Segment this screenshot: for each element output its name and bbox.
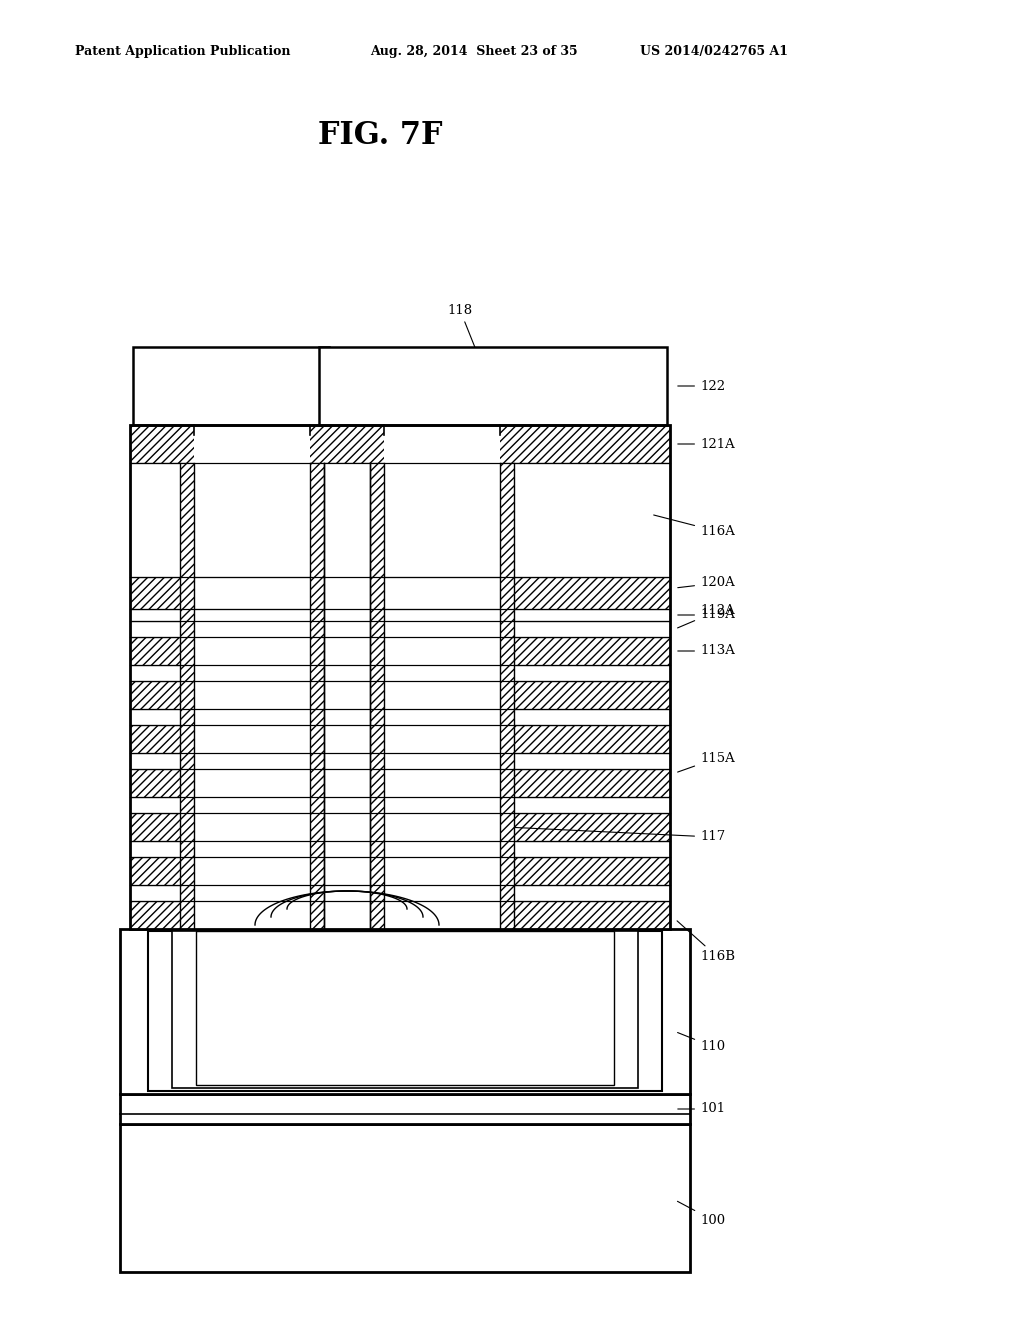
Bar <box>130 770 670 797</box>
Text: 118: 118 <box>447 304 479 358</box>
Text: 117: 117 <box>508 828 725 843</box>
Bar <box>130 681 670 709</box>
Bar <box>130 725 670 752</box>
Bar <box>120 1094 690 1125</box>
Text: Patent Application Publication: Patent Application Publication <box>75 45 291 58</box>
Bar <box>133 347 329 425</box>
Bar <box>370 577 384 929</box>
Bar <box>130 841 670 857</box>
Bar <box>130 709 670 725</box>
Bar <box>130 813 670 841</box>
Text: FIG. 7F: FIG. 7F <box>317 120 442 150</box>
Bar <box>130 665 670 681</box>
Bar <box>500 577 514 929</box>
Text: 116A: 116A <box>653 515 735 539</box>
Bar <box>148 931 662 1092</box>
Text: 115A: 115A <box>678 751 735 772</box>
Bar <box>130 425 670 929</box>
Text: US 2014/0242765 A1: US 2014/0242765 A1 <box>640 45 788 58</box>
Bar <box>370 463 384 577</box>
Bar <box>180 577 194 929</box>
Bar <box>310 577 324 929</box>
Bar <box>120 929 690 1094</box>
Bar <box>120 1125 690 1272</box>
Text: 120A: 120A <box>678 577 735 590</box>
Bar <box>384 463 500 577</box>
Text: 110: 110 <box>678 1032 725 1053</box>
Text: 122: 122 <box>678 380 725 392</box>
Bar <box>196 931 614 1085</box>
Bar <box>130 797 670 813</box>
Bar <box>319 347 667 425</box>
Bar <box>180 463 194 577</box>
Bar <box>194 577 310 929</box>
Bar <box>130 902 670 929</box>
Bar <box>384 577 500 929</box>
Bar <box>130 752 670 770</box>
Text: 116B: 116B <box>677 921 735 964</box>
Text: 100: 100 <box>678 1201 725 1226</box>
Bar <box>130 425 670 463</box>
Bar <box>130 620 670 638</box>
Bar <box>130 857 670 884</box>
Text: 101: 101 <box>678 1102 725 1115</box>
Bar <box>130 884 670 902</box>
Bar <box>172 931 638 1088</box>
Bar <box>130 577 670 609</box>
Bar <box>194 425 310 463</box>
Bar <box>310 463 324 577</box>
Bar <box>130 638 670 665</box>
Text: 112A: 112A <box>678 605 735 628</box>
Bar <box>194 463 310 577</box>
Bar <box>500 463 514 577</box>
Bar <box>324 577 370 929</box>
Text: Aug. 28, 2014  Sheet 23 of 35: Aug. 28, 2014 Sheet 23 of 35 <box>370 45 578 58</box>
Text: 121A: 121A <box>678 437 735 450</box>
Bar <box>130 463 670 577</box>
Bar <box>384 425 500 463</box>
Text: 119A: 119A <box>678 609 735 622</box>
Bar <box>324 463 370 577</box>
Text: 113A: 113A <box>678 644 735 657</box>
Bar <box>130 609 670 620</box>
